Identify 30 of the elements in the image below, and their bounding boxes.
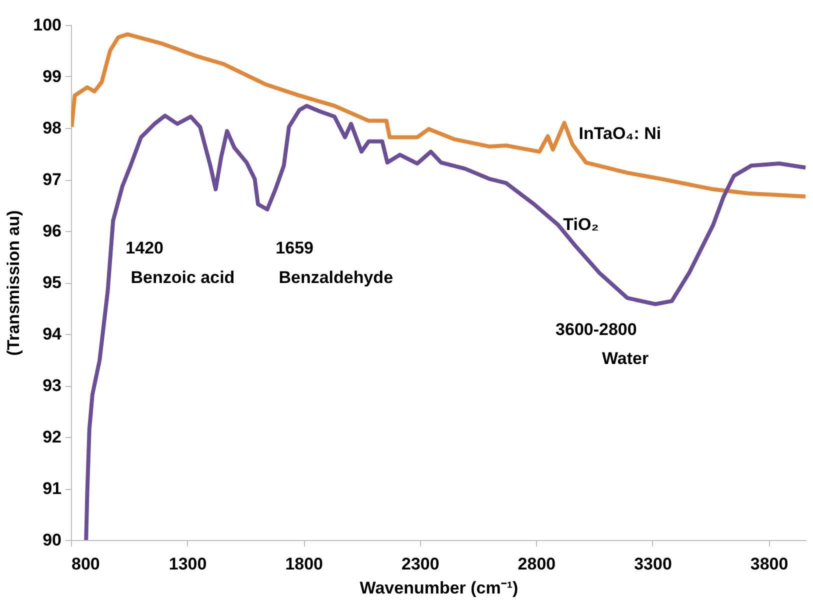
annotation: Benzaldehyde bbox=[278, 268, 394, 287]
x-tick-label: 3300 bbox=[634, 554, 672, 574]
y-tick-label: 91 bbox=[42, 479, 62, 498]
y-tick-label: 99 bbox=[42, 67, 62, 86]
annotation: 3600-2800 bbox=[556, 320, 637, 339]
y-axis-title: (Transmission au) bbox=[4, 210, 24, 356]
y-tick-label: 90 bbox=[42, 530, 62, 550]
x-tick-label: 3800 bbox=[750, 554, 788, 574]
series-label: InTaO₄: Ni bbox=[578, 124, 662, 144]
x-tick-label: 800 bbox=[72, 554, 100, 574]
annotation: Water bbox=[602, 349, 649, 368]
y-tick-label: 96 bbox=[42, 222, 62, 240]
series-label: TiO₂ bbox=[563, 214, 599, 234]
annotation: Benzoic acid bbox=[130, 268, 235, 287]
line-series bbox=[84, 104, 806, 540]
y-tick-label: 100 bbox=[33, 16, 62, 34]
y-tick-label: 93 bbox=[42, 376, 62, 395]
y-tick-label: 92 bbox=[42, 428, 62, 446]
annotation: 1659 bbox=[276, 238, 314, 258]
y-tick-label: 95 bbox=[42, 273, 62, 292]
y-tick-label: 94 bbox=[42, 324, 62, 344]
y-tick-label: 97 bbox=[42, 170, 62, 189]
annotation: 1420 bbox=[126, 238, 164, 258]
x-tick-label: 2300 bbox=[401, 554, 440, 574]
x-tick-label: 2800 bbox=[518, 554, 556, 574]
x-axis-title: Wavenumber (cm⁻¹) bbox=[360, 578, 518, 598]
x-tick-label: 1300 bbox=[168, 554, 207, 574]
line-series bbox=[71, 32, 806, 198]
x-tick-label: 1800 bbox=[285, 554, 324, 574]
y-tick-label: 98 bbox=[42, 118, 62, 138]
